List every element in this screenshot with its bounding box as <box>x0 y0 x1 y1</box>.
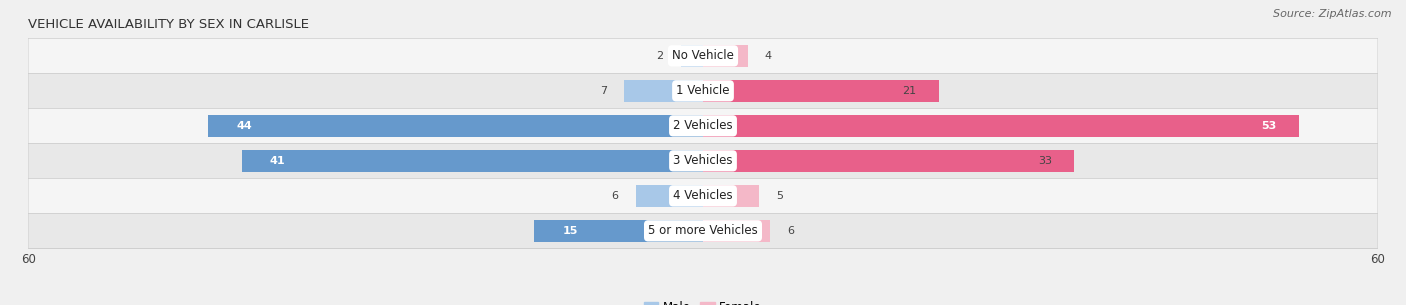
Legend: Male, Female: Male, Female <box>640 296 766 305</box>
Text: 3 Vehicles: 3 Vehicles <box>673 154 733 167</box>
FancyBboxPatch shape <box>28 214 1378 248</box>
FancyBboxPatch shape <box>28 178 1378 213</box>
Bar <box>703 80 939 102</box>
Bar <box>534 220 703 242</box>
Text: 5: 5 <box>776 191 783 201</box>
Bar <box>242 150 703 172</box>
Bar <box>703 45 748 67</box>
Text: VEHICLE AVAILABILITY BY SEX IN CARLISLE: VEHICLE AVAILABILITY BY SEX IN CARLISLE <box>28 18 309 31</box>
Bar <box>703 115 1299 137</box>
Bar <box>703 150 1074 172</box>
Text: 1 Vehicle: 1 Vehicle <box>676 84 730 97</box>
FancyBboxPatch shape <box>28 73 1378 108</box>
Text: 15: 15 <box>562 226 578 236</box>
FancyBboxPatch shape <box>28 38 1378 73</box>
FancyBboxPatch shape <box>28 143 1378 178</box>
Text: 41: 41 <box>270 156 285 166</box>
Text: 2 Vehicles: 2 Vehicles <box>673 119 733 132</box>
Text: 7: 7 <box>600 86 607 96</box>
Bar <box>681 45 703 67</box>
Bar <box>703 185 759 207</box>
Text: 5 or more Vehicles: 5 or more Vehicles <box>648 224 758 237</box>
Text: 53: 53 <box>1261 121 1277 131</box>
Text: 6: 6 <box>612 191 619 201</box>
Bar <box>636 185 703 207</box>
Text: 2: 2 <box>657 51 664 61</box>
Text: 33: 33 <box>1038 156 1052 166</box>
Bar <box>208 115 703 137</box>
Text: 4: 4 <box>765 51 772 61</box>
Text: 4 Vehicles: 4 Vehicles <box>673 189 733 202</box>
FancyBboxPatch shape <box>28 108 1378 143</box>
Text: 44: 44 <box>236 121 252 131</box>
Text: 21: 21 <box>903 86 917 96</box>
Text: Source: ZipAtlas.com: Source: ZipAtlas.com <box>1274 9 1392 19</box>
Bar <box>703 220 770 242</box>
Bar <box>624 80 703 102</box>
Text: 6: 6 <box>787 226 794 236</box>
Text: No Vehicle: No Vehicle <box>672 49 734 62</box>
